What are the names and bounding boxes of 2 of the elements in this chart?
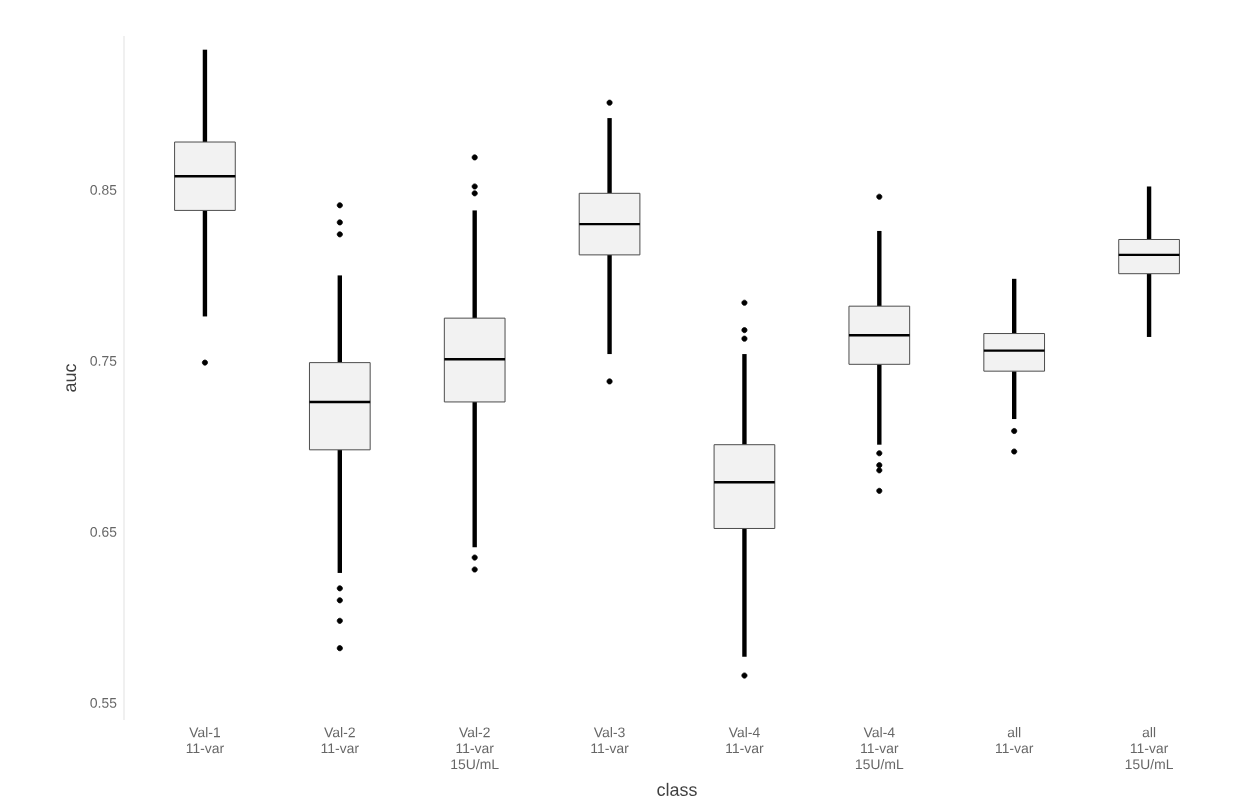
y-axis-title: auc bbox=[66, 363, 77, 392]
x-axis-title: class bbox=[657, 782, 697, 796]
